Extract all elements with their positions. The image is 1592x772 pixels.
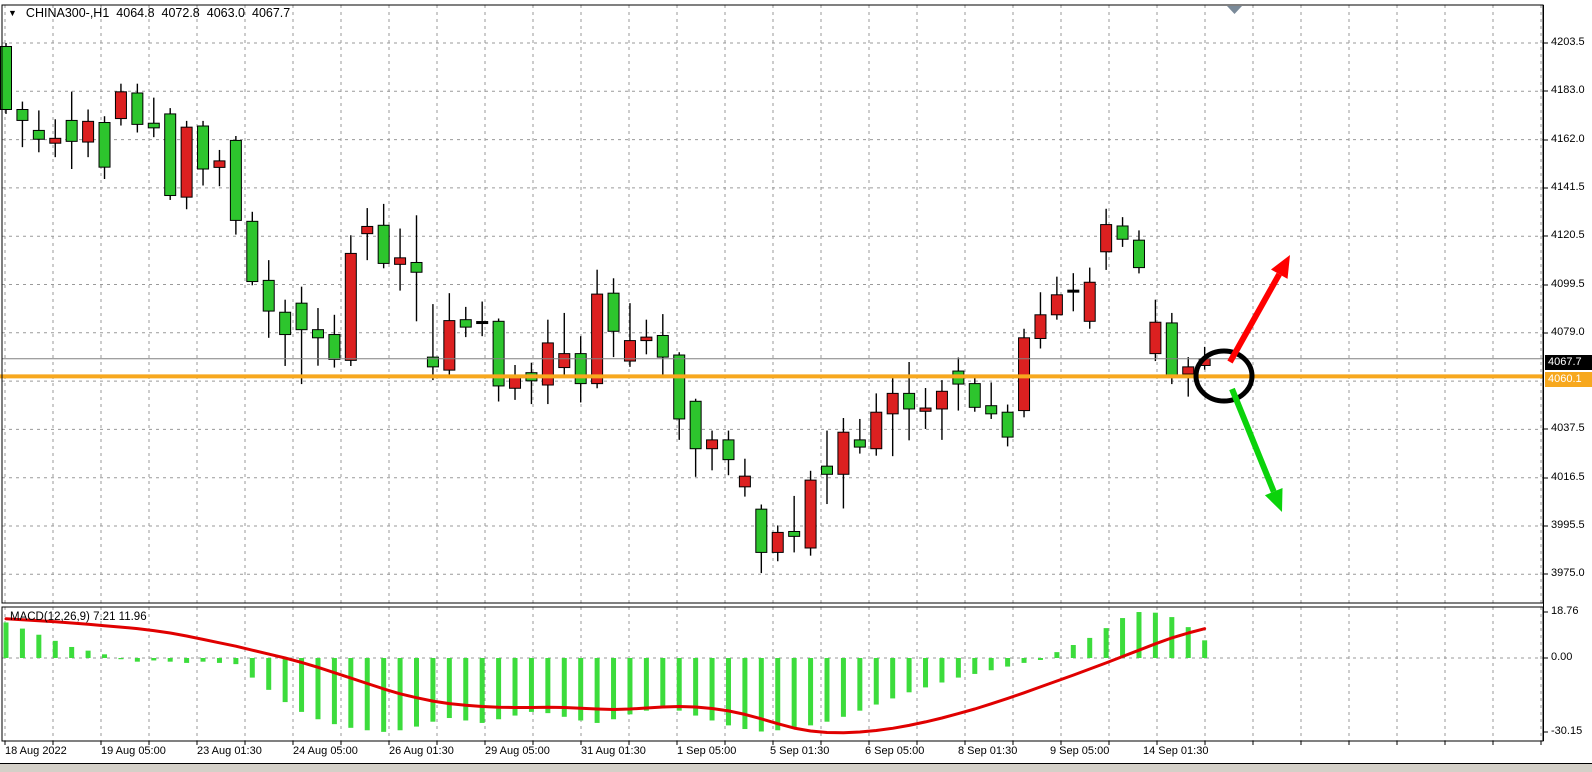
macd-axis-label: -30.15 (1551, 725, 1583, 737)
time-axis-label: 9 Sep 05:00 (1050, 745, 1110, 757)
breakout-circle-annotation[interactable] (1193, 348, 1255, 404)
ohlc-low-value: 4063.0 (206, 6, 245, 20)
price-axis-label: 4016.5 (1551, 471, 1585, 483)
macd-axis-label: 0.00 (1551, 651, 1573, 663)
macd-histogram (3, 612, 1208, 732)
time-axis-label: 19 Aug 05:00 (101, 745, 166, 757)
time-axis-label: 29 Aug 05:00 (485, 745, 550, 757)
macd-indicator-label: MACD(12,26,9) 7.21 11.96 (10, 611, 147, 623)
price-axis-label: 4120.5 (1551, 229, 1585, 241)
macd-signal-line (4, 617, 1207, 735)
bullish-arrow-annotation-head (1270, 255, 1290, 279)
chart-header: ▼ CHINA300-,H1 4064.8 4072.8 4063.0 4067… (8, 6, 290, 20)
time-axis-label: 8 Sep 01:30 (958, 745, 1018, 757)
hline-price-tag: 4060.1 (1545, 372, 1592, 387)
price-axis-label: 4141.5 (1551, 181, 1585, 193)
time-axis-label: 31 Aug 01:30 (581, 745, 646, 757)
price-axis-label: 4099.5 (1551, 278, 1585, 290)
current-price-tag: 4067.7 (1545, 355, 1592, 370)
symbol-marker-icon: ▼ (8, 8, 17, 18)
grid-lines (2, 5, 1543, 745)
price-axis-label: 3975.0 (1551, 567, 1585, 579)
time-axis-label: 5 Sep 01:30 (770, 745, 830, 757)
price-axis-label: 4079.0 (1551, 326, 1585, 338)
candlestick-series (0, 43, 1211, 574)
time-axis-label: 14 Sep 01:30 (1143, 745, 1209, 757)
ohlc-high-value: 4072.8 (161, 6, 200, 20)
time-axis-label: 6 Sep 05:00 (865, 745, 925, 757)
ohlc-close-value: 4067.7 (252, 6, 291, 20)
time-axis-label: 18 Aug 2022 (5, 745, 67, 757)
price-axis-label: 4162.0 (1551, 133, 1585, 145)
macd-axis-label: 18.76 (1551, 605, 1579, 617)
bullish-arrow-annotation[interactable] (1227, 272, 1282, 364)
window-bottom-strip (0, 763, 1592, 772)
scroll-to-end-marker-icon[interactable] (1227, 6, 1242, 14)
bearish-arrow-annotation-head (1264, 488, 1283, 512)
price-axis-label: 4037.5 (1551, 422, 1585, 434)
price-axis-label: 3995.5 (1551, 519, 1585, 531)
time-axis-label: 1 Sep 05:00 (677, 745, 737, 757)
symbol-timeframe-label: CHINA300-,H1 (25, 6, 110, 20)
time-axis-label: 23 Aug 01:30 (197, 745, 262, 757)
price-axis-label: 4203.5 (1551, 36, 1585, 48)
chart-frame (1, 4, 1548, 742)
price-axis-label: 4183.0 (1551, 84, 1585, 96)
ohlc-open-value: 4064.8 (116, 6, 155, 20)
time-axis-label: 26 Aug 01:30 (389, 745, 454, 757)
bearish-arrow-annotation[interactable] (1229, 387, 1277, 493)
time-axis-label: 24 Aug 05:00 (293, 745, 358, 757)
